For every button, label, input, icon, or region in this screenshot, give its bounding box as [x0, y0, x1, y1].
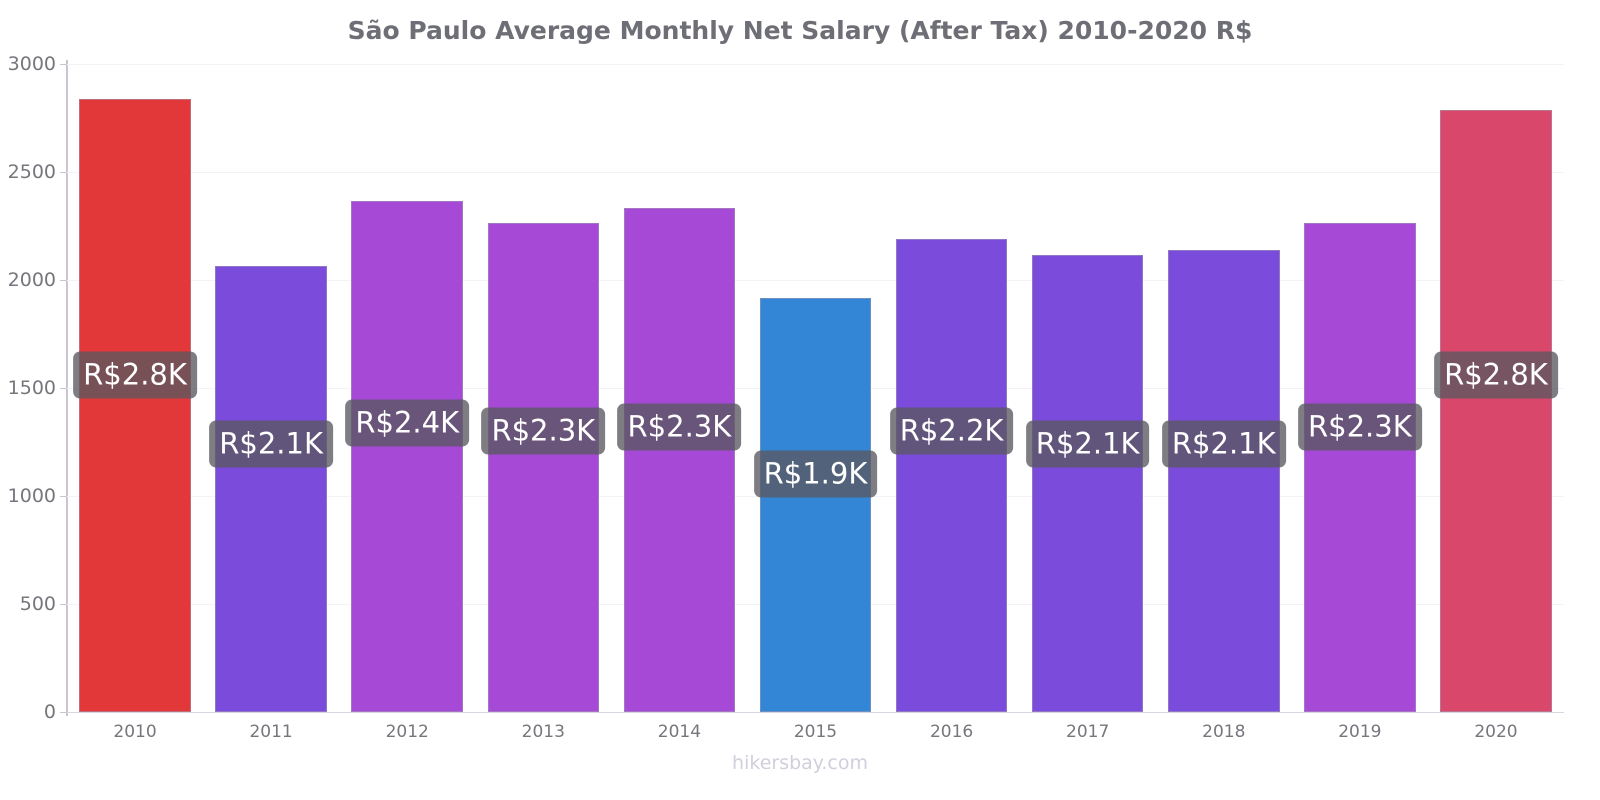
y-tick-label-0: 0	[43, 701, 56, 723]
y-tick-label-1500: 1500	[7, 377, 56, 399]
value-label-2010: R$2.8K	[73, 351, 197, 399]
x-tick-label-2016: 2016	[929, 722, 974, 742]
x-tick-label-2018: 2018	[1202, 722, 1246, 742]
gridline-2000	[67, 280, 1564, 281]
bar-2020[interactable]	[1440, 110, 1552, 712]
chart-title: São Paulo Average Monthly Net Salary (Af…	[347, 16, 1253, 45]
y-tick-label-2000: 2000	[7, 269, 56, 291]
y-tick-label-2500: 2500	[7, 161, 56, 183]
value-label-2016: R$2.2K	[889, 407, 1014, 455]
value-label-2018: R$2.1K	[1161, 420, 1286, 468]
y-tick-mark-1000	[60, 496, 67, 497]
x-tick-label-2010: 2010	[113, 722, 157, 742]
y-tick-mark-0	[60, 712, 67, 713]
x-tick-label-2019: 2019	[1338, 722, 1382, 742]
bar-2010[interactable]	[79, 98, 191, 712]
value-label-2015: R$1.9K	[753, 450, 878, 498]
gridline-3000	[67, 64, 1564, 65]
value-label-2012: R$2.4K	[345, 399, 470, 447]
bar-2019[interactable]	[1304, 222, 1416, 712]
bar-2017[interactable]	[1031, 255, 1144, 712]
y-tick-label-1000: 1000	[7, 485, 56, 507]
x-tick-label-2014: 2014	[657, 722, 702, 742]
bar-2016[interactable]	[895, 238, 1008, 712]
value-label-2020: R$2.8K	[1434, 351, 1558, 399]
bar-2014[interactable]	[623, 207, 736, 712]
value-label-2019: R$2.3K	[1297, 403, 1422, 451]
x-tick-label-2012: 2012	[385, 722, 429, 742]
y-tick-mark-500	[60, 604, 67, 605]
bar-2012[interactable]	[351, 201, 464, 712]
y-tick-mark-2500	[60, 172, 67, 173]
bar-2018[interactable]	[1167, 249, 1280, 712]
value-label-2011: R$2.1K	[209, 420, 333, 468]
bar-2015[interactable]	[759, 298, 872, 712]
value-label-2017: R$2.1K	[1025, 420, 1150, 468]
x-tick-label-2011: 2011	[249, 722, 293, 742]
x-tick-label-2013: 2013	[521, 722, 565, 742]
y-tick-label-3000: 3000	[7, 53, 56, 75]
value-label-2014: R$2.3K	[617, 403, 742, 451]
gridline-2500	[67, 172, 1564, 173]
y-tick-mark-1500	[60, 388, 67, 389]
x-tick-label-2015: 2015	[793, 722, 838, 742]
x-tick-label-2017: 2017	[1066, 722, 1110, 742]
value-label-2013: R$2.3K	[481, 407, 606, 455]
y-tick-mark-2000	[60, 280, 67, 281]
plot-area	[67, 64, 1564, 713]
bar-2011[interactable]	[215, 265, 327, 712]
source-watermark: hikersbay.com	[732, 752, 868, 774]
x-tick-label-2020: 2020	[1474, 722, 1518, 742]
gridline-0	[67, 712, 1564, 713]
y-tick-mark-3000	[60, 64, 67, 65]
bar-2013[interactable]	[487, 222, 600, 712]
y-tick-label-500: 500	[19, 593, 56, 615]
